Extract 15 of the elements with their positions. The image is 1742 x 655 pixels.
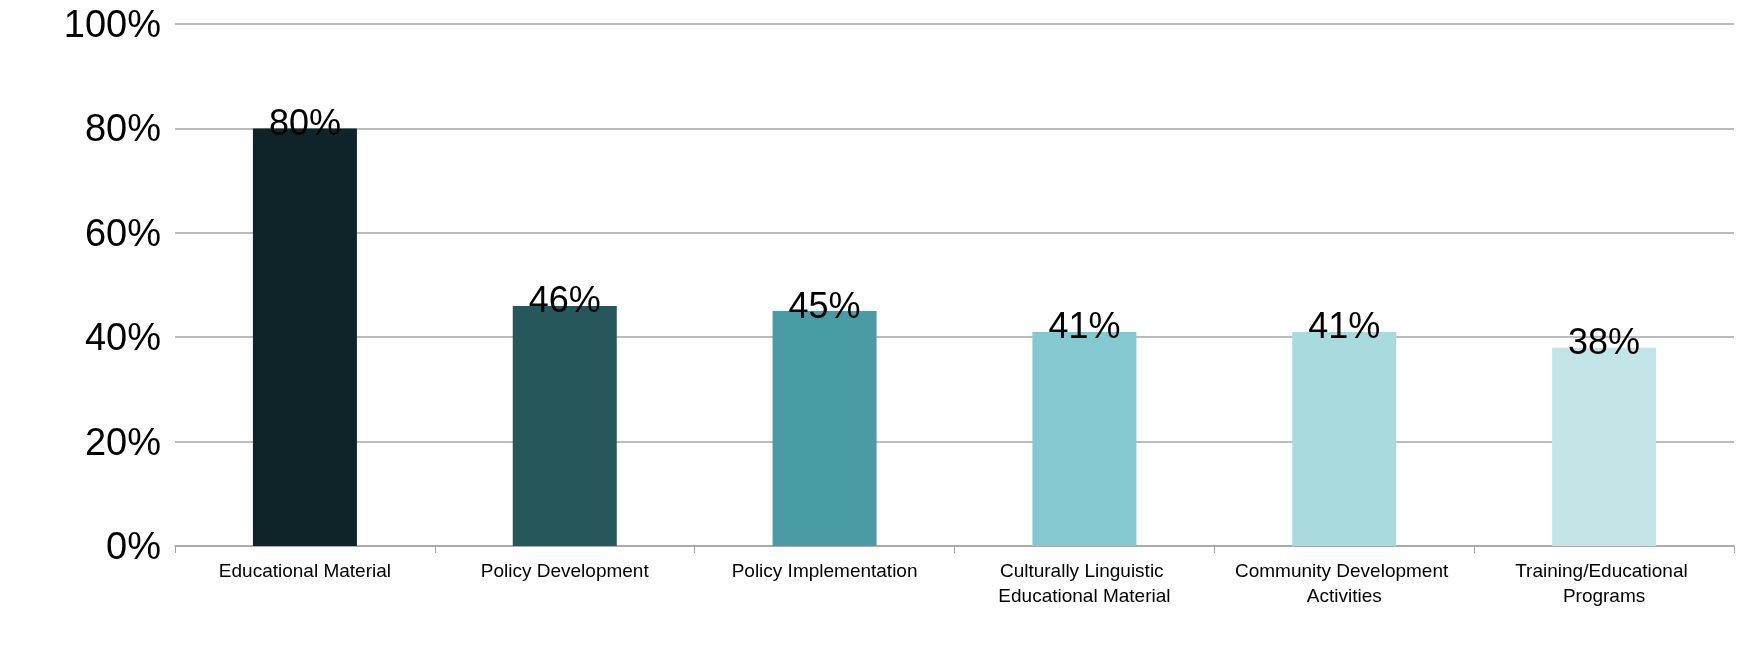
data-label: 41% <box>1048 305 1121 347</box>
x-tick-label: Educational Material <box>218 560 391 581</box>
data-label: 38% <box>1568 321 1641 363</box>
data-label: 41% <box>1308 305 1381 347</box>
x-tick-label: Policy Implementation <box>731 560 918 581</box>
x-tick-label: Policy Development <box>480 560 650 581</box>
y-tick-label: 40% <box>84 316 161 359</box>
x-tick-label: Training/Educational Programs <box>1515 560 1693 606</box>
y-tick-label: 80% <box>84 107 161 150</box>
y-tick-label: 60% <box>84 211 161 254</box>
y-tick-label: 20% <box>84 420 161 463</box>
y-tick-label: 0% <box>106 525 161 567</box>
y-tick-label: 100% <box>63 3 161 45</box>
x-tick-label: Culturally Linguistic Educational Material <box>998 560 1171 606</box>
x-tick-label: Community Development Activities <box>1234 560 1454 606</box>
